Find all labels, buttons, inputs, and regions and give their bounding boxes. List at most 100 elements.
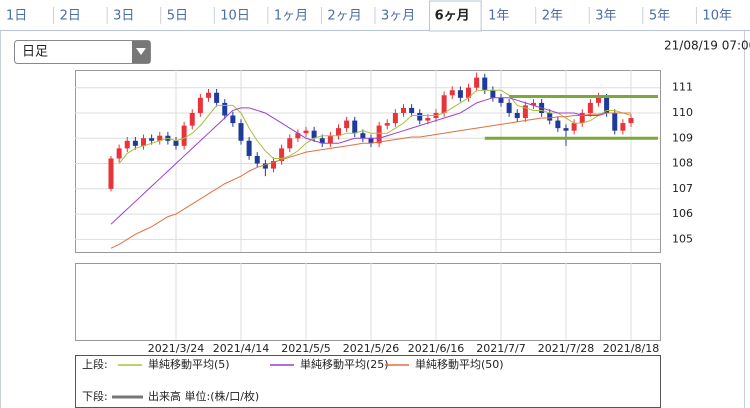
timestamp: 21/08/19 07:00	[664, 39, 750, 53]
tab[interactable]: 1ヶ月	[274, 9, 308, 24]
candle-body	[474, 77, 480, 88]
moving-average	[110, 97, 631, 225]
dropdown[interactable]	[14, 40, 151, 64]
legend-label: 単純移動平均(5)	[148, 357, 230, 371]
candle-body	[222, 102, 228, 116]
tab[interactable]: 6ヶ月	[435, 9, 470, 24]
candle-body	[360, 133, 366, 139]
candle-body	[271, 161, 276, 169]
candle-body	[238, 123, 244, 141]
dropdown-arrow	[136, 48, 146, 55]
candle-body	[620, 123, 626, 131]
candle-body	[254, 155, 260, 164]
tab[interactable]: 3ヶ月	[381, 9, 415, 24]
x-tick-label: 2021/8/18	[603, 342, 659, 355]
tab[interactable]: 2ヶ月	[327, 9, 361, 24]
x-tick-label: 2021/5/5	[281, 342, 330, 355]
tab[interactable]: 2日	[60, 9, 81, 24]
y-tick-label: 110	[672, 106, 693, 119]
tab[interactable]: 10年	[702, 9, 732, 24]
candle-body	[287, 138, 293, 149]
y-tick-label: 111	[672, 81, 693, 94]
candle-body	[571, 123, 577, 131]
tab[interactable]: 1年	[488, 9, 509, 24]
candle-body	[295, 133, 301, 139]
candle-body	[173, 140, 179, 146]
candle-body	[409, 107, 415, 113]
candle-body	[628, 118, 634, 124]
candle-body	[376, 125, 382, 144]
candle-body	[425, 118, 431, 121]
tab[interactable]: 10日	[220, 9, 250, 24]
candle-body	[579, 112, 585, 124]
tab-active[interactable]	[429, 0, 482, 32]
y-tick-label: 108	[672, 157, 693, 170]
candle-body	[490, 90, 496, 98]
candle-body	[482, 77, 488, 91]
tab[interactable]: 2年	[542, 9, 563, 24]
candle-body	[189, 112, 195, 126]
candle-body	[498, 97, 504, 103]
candle-body	[262, 163, 268, 169]
candle-body	[206, 92, 211, 98]
tab[interactable]: 5年	[649, 9, 670, 24]
x-tick-label: 2021/7/7	[476, 342, 525, 355]
x-tick-label: 2021/4/14	[213, 342, 269, 355]
candle-body	[279, 148, 285, 161]
candle-body	[604, 97, 610, 113]
legend-volume: 出来高 単位:(株/口/枚)	[148, 389, 259, 403]
legend-label: 単純移動平均(50)	[415, 357, 504, 371]
candle-body	[197, 97, 203, 113]
tab[interactable]: 1日	[6, 9, 27, 24]
candle-body	[141, 138, 146, 146]
candle-body	[108, 158, 114, 189]
candle-body	[149, 138, 155, 141]
candle-body	[327, 135, 333, 144]
candle-body	[116, 148, 122, 159]
candle-body	[457, 90, 463, 98]
candle-body	[506, 102, 512, 113]
price-panel	[75, 70, 661, 253]
candle-body	[392, 112, 398, 124]
candle-body	[522, 105, 528, 119]
candle-body	[157, 135, 163, 141]
candle-body	[352, 120, 358, 134]
x-tick-label: 2021/7/28	[538, 342, 594, 355]
candle-body	[466, 87, 471, 98]
candle-body	[449, 90, 455, 96]
tab[interactable]: 3年	[595, 9, 616, 24]
candle-body	[368, 138, 374, 144]
candle-body	[401, 107, 406, 113]
x-tick-label: 2021/6/16	[408, 342, 464, 355]
tab[interactable]: 3日	[113, 9, 134, 24]
volume-panel	[75, 263, 661, 341]
y-tick-label: 106	[672, 207, 693, 220]
legend-box	[75, 355, 661, 408]
candle-body	[441, 95, 447, 113]
moving-average	[118, 89, 632, 164]
x-tick-label: 2021/5/26	[343, 342, 399, 355]
tab[interactable]: 5日	[167, 9, 188, 24]
candle-body	[531, 102, 536, 106]
candle-body	[612, 112, 618, 131]
legend-label: 単純移動平均(25)	[300, 357, 389, 371]
candle-body	[230, 115, 236, 124]
candle-body	[547, 112, 553, 121]
plot: 105 106 107 108 109 110 111 2021/3/24 2021/4/14 2…	[75, 70, 693, 399]
y-tick-label: 107	[672, 182, 693, 195]
candle-body	[514, 112, 520, 119]
candle-body	[417, 112, 423, 121]
candle-body	[303, 130, 309, 134]
legend-lower-label: 下段:	[82, 389, 108, 403]
tab-bar: 1日 2日 3日 5日 10日 1ヶ月 2ヶ月 3ヶ月 6ヶ月 1年 2年 3年 5年 10年	[6, 0, 732, 32]
x-tick-label: 2021/3/24	[148, 342, 204, 355]
candle-body	[124, 140, 130, 149]
legend-upper-label: 上段:	[82, 357, 108, 371]
candle-body	[132, 140, 138, 146]
candle-body	[596, 97, 601, 103]
y-tick-label: 109	[672, 131, 693, 144]
candle-body	[246, 140, 252, 156]
dropdown-label: 日足	[22, 45, 48, 60]
